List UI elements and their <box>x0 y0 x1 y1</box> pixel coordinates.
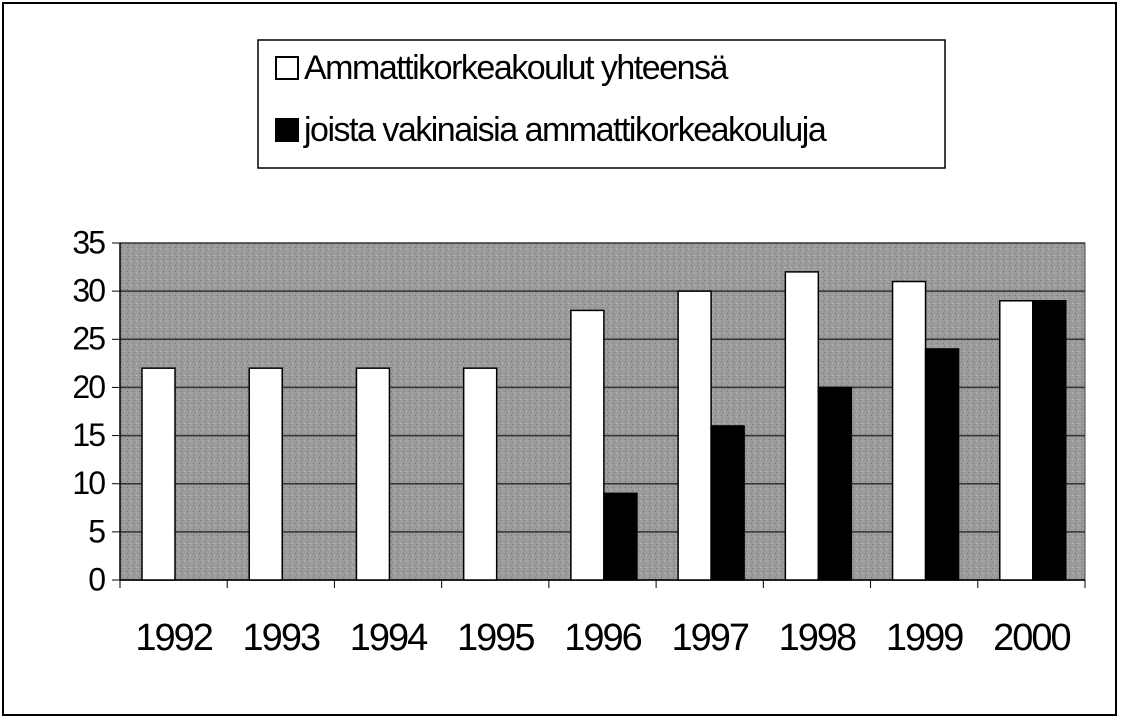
y-tick-label: 25 <box>72 321 105 357</box>
bar <box>817 386 853 581</box>
bar <box>924 348 960 581</box>
y-tick-label: 20 <box>72 369 105 405</box>
x-tick-label: 1999 <box>886 617 963 659</box>
bar <box>462 367 498 581</box>
x-tick-label: 1993 <box>243 617 320 659</box>
y-tick-label: 5 <box>88 513 105 549</box>
x-tick-label: 1992 <box>135 617 212 659</box>
bar <box>141 367 176 581</box>
x-tick-label: 1994 <box>350 617 428 659</box>
legend <box>257 39 946 169</box>
x-tick-label: 1998 <box>779 617 856 659</box>
legend-swatch <box>275 118 299 142</box>
bar <box>248 367 283 581</box>
bar <box>891 280 927 581</box>
bar <box>1032 300 1067 581</box>
bar <box>355 367 391 581</box>
y-tick-label: 0 <box>88 561 105 597</box>
legend-label: Ammattikorkeakoulut yhteensä <box>304 49 728 87</box>
bar <box>570 309 605 581</box>
bar <box>710 425 745 581</box>
y-tick-label: 15 <box>72 417 105 453</box>
bar <box>999 300 1034 581</box>
x-tick-label: 1996 <box>564 617 641 659</box>
legend-box <box>257 39 946 169</box>
y-tick-label: 30 <box>72 273 105 309</box>
bar <box>603 492 638 581</box>
y-tick-label: 10 <box>72 465 105 501</box>
y-tick-label: 35 <box>72 224 105 260</box>
x-tick-label: 2000 <box>993 617 1070 659</box>
x-tick-label: 1997 <box>671 617 748 659</box>
bar <box>784 271 820 581</box>
bar <box>677 290 712 581</box>
legend-label: joista vakinaisia ammattikorkeakouluja <box>303 111 827 149</box>
x-tick-label: 1995 <box>457 617 534 659</box>
legend-swatch <box>275 56 299 80</box>
